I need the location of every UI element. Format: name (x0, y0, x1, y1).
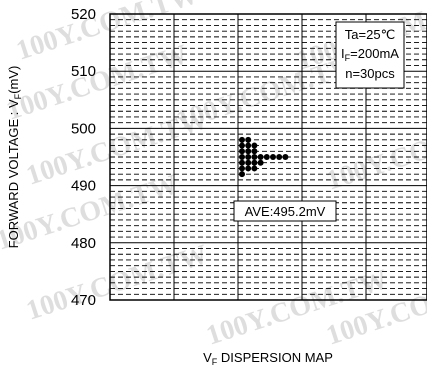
y-axis-label-subscript: F (13, 93, 23, 99)
data-point (257, 159, 264, 166)
data-point (245, 159, 252, 166)
data-point (239, 171, 245, 178)
average-box-frame (233, 200, 337, 222)
x-axis-label-main: V (203, 350, 212, 365)
conditions-box: Ta=25℃ IF=200mA n=30pcs (335, 21, 405, 89)
condition-temperature: Ta=25℃ (345, 27, 395, 42)
data-point (239, 165, 245, 172)
data-point (276, 154, 283, 160)
condition-current: IF=200mA (341, 46, 399, 63)
data-point (245, 154, 252, 160)
condition-current-subscript: F (345, 53, 351, 63)
data-point (245, 165, 252, 172)
data-point (239, 142, 245, 149)
y-axis-label-unit: (mV) (6, 66, 21, 94)
y-tick-label: 480 (71, 235, 96, 252)
y-tick-label: 490 (71, 178, 96, 195)
conditions-box-frame (335, 21, 405, 89)
data-point (239, 159, 245, 166)
y-axis-label: FORWARD VOLTAGE : VF(mV) (6, 66, 23, 249)
data-point (245, 142, 252, 149)
condition-sample-count: n=30pcs (345, 66, 395, 81)
data-point (263, 154, 270, 160)
average-label: AVE:495.2mV (245, 204, 326, 219)
data-point (282, 154, 289, 160)
average-box: AVE:495.2mV (233, 200, 337, 222)
y-tick-label: 470 (71, 292, 96, 309)
data-point (270, 154, 276, 160)
data-point (239, 148, 245, 155)
data-point (251, 159, 258, 166)
y-tick-label: 520 (71, 6, 96, 23)
watermark-text: 100Y.COM.TW (323, 109, 427, 197)
x-axis-label-rest: DISPERSION MAP (217, 350, 333, 365)
data-point (257, 154, 264, 160)
data-points (239, 136, 289, 178)
data-point (239, 154, 245, 160)
y-tick-labels: 470 480 490 500 510 520 (71, 6, 96, 309)
condition-current-symbol: I (341, 46, 345, 61)
y-tick-label: 510 (71, 63, 96, 80)
x-axis-label: VF DISPERSION MAP (203, 350, 333, 367)
plot-frame (109, 13, 427, 301)
data-point (251, 148, 258, 155)
data-point (245, 136, 252, 143)
data-point (251, 142, 258, 149)
data-point (245, 148, 252, 155)
x-axis-label-subscript: F (212, 357, 218, 367)
y-tick-label: 500 (71, 120, 96, 137)
data-point (239, 136, 245, 143)
watermark-text: 100Y.COM.TW (173, 49, 362, 137)
data-point (251, 165, 258, 172)
condition-current-value: =200mA (350, 46, 399, 61)
y-axis-label-main: FORWARD VOLTAGE : V (6, 99, 21, 248)
data-point (251, 154, 258, 160)
